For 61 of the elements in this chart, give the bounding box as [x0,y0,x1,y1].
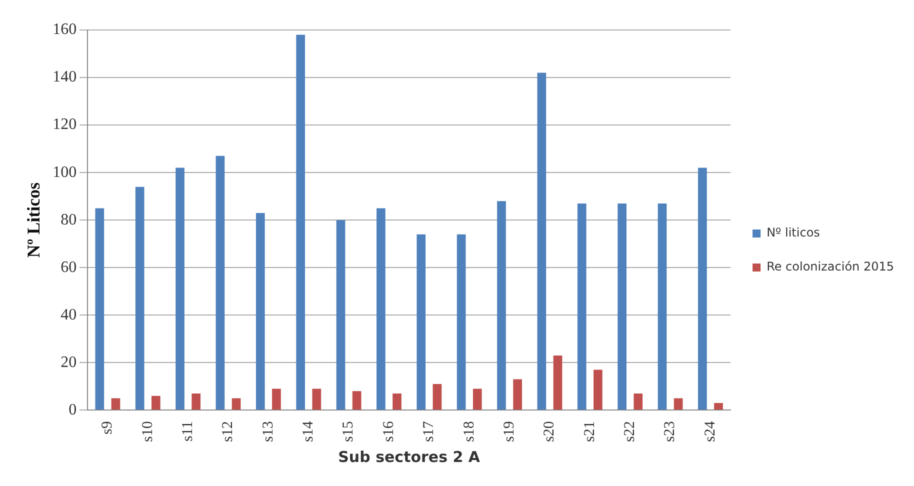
y-tick-label: 140 [52,68,77,86]
bar [352,391,362,410]
x-tick-label: s17 [421,420,438,442]
bar [216,156,225,410]
bar [577,203,586,410]
y-tick-label: 100 [52,164,77,181]
bar [432,384,442,410]
x-tick-label: s19 [501,421,518,442]
y-tick-label: 80 [60,211,77,228]
y-tick-label: 0 [68,401,77,418]
x-tick-label: s11 [180,421,196,442]
x-tick-label: s22 [622,421,638,442]
bar [634,394,643,410]
bar [674,398,683,410]
bar [658,203,667,410]
x-tick-label: s14 [300,420,317,442]
bar [497,201,506,410]
x-tick-label: s12 [220,421,236,442]
bar [472,388,482,410]
bar [256,212,265,410]
x-tick-label: s23 [662,421,678,442]
bar [456,234,466,410]
bar [312,388,322,410]
bar [336,220,346,410]
bar [698,168,707,410]
x-tick-label: s15 [340,421,357,442]
legend-label: Re colonización 2015 [766,260,894,274]
y-tick-label: 40 [60,306,77,324]
bar [272,388,281,410]
bar [392,394,402,410]
bar [376,208,386,410]
y-axis-title: Nº Liticos [23,182,44,258]
bar [111,398,120,410]
x-tick-label: s10 [140,421,156,442]
x-tick-label: s9 [100,421,116,435]
bar [95,208,104,410]
y-tick-label: 160 [52,21,77,38]
y-tick-label: 120 [52,116,77,134]
x-tick-label: s18 [461,421,478,442]
bar [135,186,144,410]
x-tick-label: s16 [380,420,397,442]
bar [553,356,562,410]
bar [537,72,546,410]
bar [513,379,522,410]
y-tick-label: 60 [60,258,77,276]
x-tick-label: s13 [260,421,276,442]
bar [192,394,201,410]
bar [232,398,241,410]
bar [618,203,626,410]
bar [151,396,160,410]
x-tick-label: s21 [582,421,598,442]
x-tick-label: s24 [702,420,718,442]
bar [594,370,602,410]
bar [714,403,723,410]
bar [176,168,184,410]
bar [296,34,306,410]
legend-label: Nº liticos [766,226,820,240]
y-tick-label: 20 [60,354,77,371]
bar [416,234,426,410]
x-tick-label: s20 [542,421,558,442]
x-axis-title: Sub sectores 2 A [338,448,480,466]
